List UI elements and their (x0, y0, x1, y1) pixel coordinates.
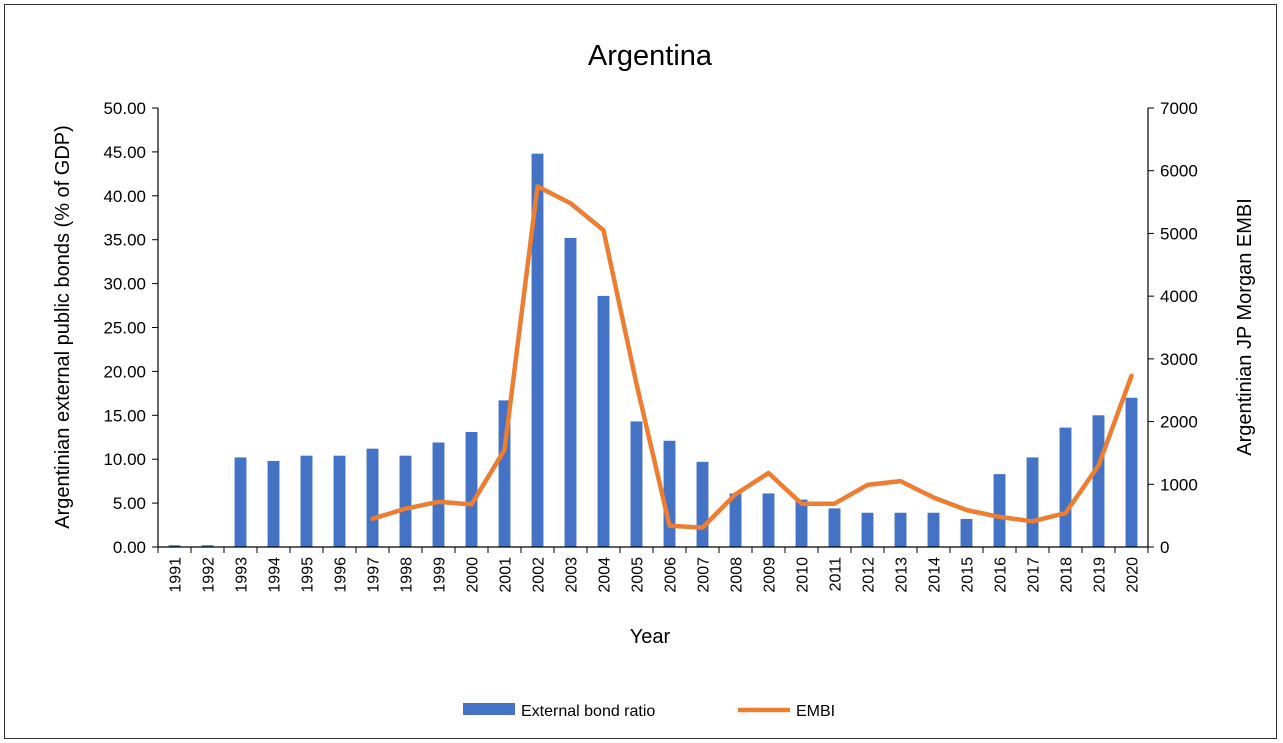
bar (993, 474, 1006, 547)
x-tick-label: 2004 (597, 557, 614, 593)
bar (1092, 415, 1105, 547)
bar (861, 512, 874, 547)
legend-label-bar: External bond ratio (521, 703, 655, 720)
left-tick-label: 30.00 (103, 275, 146, 294)
right-tick-label: 6000 (1160, 162, 1198, 181)
x-tick-label: 2018 (1059, 557, 1076, 593)
x-tick-label: 2008 (729, 557, 746, 593)
right-tick-label: 7000 (1160, 99, 1198, 118)
bar (168, 545, 181, 547)
bar (960, 518, 973, 547)
line-series (370, 184, 1134, 530)
bar (498, 400, 511, 547)
x-tick-label: 2002 (531, 557, 548, 593)
bar (201, 545, 214, 547)
right-axis-label: Argentinian JP Morgan EMBI (1234, 198, 1256, 456)
x-axis-label: Year (630, 626, 671, 648)
bar (894, 512, 907, 547)
legend: External bond ratio EMBI (463, 703, 835, 720)
bar (399, 455, 412, 547)
x-tick-label: 1994 (267, 557, 284, 593)
bar (564, 237, 577, 547)
bar (828, 508, 841, 547)
bar (432, 442, 445, 547)
x-tick-label: 2011 (828, 557, 845, 592)
legend-swatch-bar (463, 703, 515, 715)
x-tick-label: 1993 (234, 557, 251, 593)
x-tick-label: 1995 (300, 557, 317, 593)
right-tick-label: 1000 (1160, 475, 1198, 494)
x-tick-label: 2007 (696, 557, 713, 593)
bar (300, 455, 313, 547)
x-tick-label: 1992 (201, 557, 218, 593)
x-tick-label: 1999 (432, 557, 449, 593)
bar (531, 153, 544, 547)
x-tick-label: 2000 (465, 557, 482, 593)
left-tick-label: 40.00 (103, 187, 146, 206)
legend-label-line: EMBI (796, 703, 835, 720)
x-axis-ticks: 1991 1992 1993 1994 1995 1996 1997 1998 1999 2000… (157, 547, 1149, 593)
x-tick-label: 2013 (894, 557, 911, 593)
bar (1059, 427, 1072, 547)
bar (762, 493, 775, 547)
bar (630, 421, 643, 547)
x-tick-label: 2016 (993, 557, 1010, 593)
x-tick-label: 1997 (366, 557, 383, 593)
left-tick-label: 15.00 (103, 406, 146, 425)
left-tick-label: 45.00 (103, 143, 146, 162)
x-tick-label: 2012 (861, 557, 878, 593)
x-tick-label: 2006 (663, 557, 680, 593)
x-tick-label: 1991 (168, 557, 185, 593)
x-tick-label: 2001 (498, 557, 515, 593)
chart-frame (4, 4, 1277, 739)
bar (267, 460, 280, 547)
left-tick-label: 0.00 (113, 538, 146, 557)
left-tick-label: 20.00 (103, 362, 146, 381)
right-tick-label: 2000 (1160, 413, 1198, 432)
x-tick-label: 1996 (333, 557, 350, 593)
x-tick-label: 2003 (564, 557, 581, 593)
left-tick-label: 5.00 (113, 494, 146, 513)
embi-line (370, 184, 1134, 530)
bar (597, 295, 610, 547)
bar (234, 457, 247, 547)
bar (366, 448, 379, 547)
right-tick-label: 3000 (1160, 350, 1198, 369)
left-tick-label: 10.00 (103, 450, 146, 469)
x-tick-label: 2005 (630, 557, 647, 593)
bar (729, 493, 742, 547)
bar (465, 431, 478, 547)
x-tick-label: 2009 (762, 557, 779, 593)
bar (663, 440, 676, 547)
bar (333, 455, 346, 547)
right-tick-label: 5000 (1160, 224, 1198, 243)
right-tick-label: 4000 (1160, 287, 1198, 306)
left-tick-label: 25.00 (103, 319, 146, 338)
right-axis-ticks: 0 1000 2000 3000 4000 5000 6000 7000 (1148, 99, 1198, 557)
left-tick-label: 50.00 (103, 99, 146, 118)
x-tick-label: 2014 (927, 557, 944, 593)
x-tick-label: 2015 (960, 557, 977, 593)
left-tick-label: 35.00 (103, 231, 146, 250)
bar (696, 461, 709, 547)
bar (1125, 397, 1138, 547)
bar-series (168, 153, 1138, 547)
left-axis-label: Argentinian external public bonds (% of … (52, 125, 74, 529)
bar (1026, 457, 1039, 547)
x-tick-label: 2017 (1026, 557, 1043, 593)
left-axis-ticks: 0.00 5.00 10.00 15.00 20.00 25.00 30.00 35.00 40… (103, 99, 158, 557)
bar (927, 512, 940, 547)
right-tick-label: 0 (1160, 538, 1169, 557)
x-tick-label: 1998 (399, 557, 416, 593)
x-tick-label: 2019 (1092, 557, 1109, 593)
chart-title: Argentina (588, 40, 713, 72)
bar (795, 499, 808, 547)
x-tick-label: 2010 (795, 557, 812, 593)
x-tick-label: 2020 (1125, 557, 1142, 593)
